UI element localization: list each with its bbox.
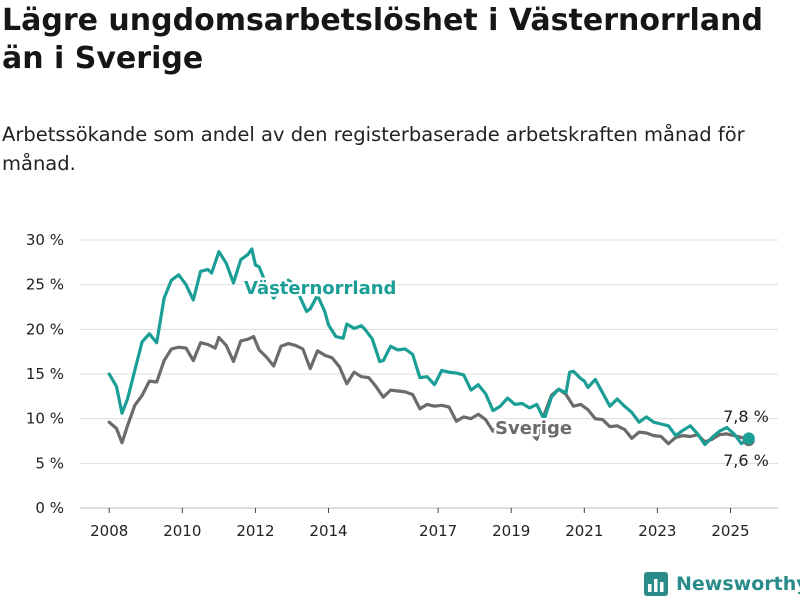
chart-title: Lägre ungdomsarbetslöshet i Västernorrla… [2, 3, 763, 76]
grid-lines [80, 239, 778, 509]
y-tick-label: 15 % [26, 365, 64, 383]
series-label-vasternorrland: Västernorrland [244, 278, 396, 299]
series-labels: Västernorrland Sverige 7,8 % 7,6 % [242, 276, 769, 471]
series-line-vasternorrland [107, 247, 751, 447]
y-tick-label: 25 % [26, 276, 64, 294]
x-tick-label: 2021 [565, 522, 603, 540]
y-tick-label: 20 % [26, 320, 64, 338]
x-tick-label: 2025 [711, 522, 749, 540]
x-tick-label: 2012 [236, 522, 274, 540]
y-tick-label: 30 % [26, 231, 64, 249]
end-label-sverige: 7,6 % [723, 451, 769, 470]
y-tick-label: 10 % [26, 410, 64, 428]
series-line-sverige [107, 334, 751, 446]
newsworthy-logo: Newsworthy [644, 570, 800, 598]
end-point-vasternorrland [742, 432, 755, 445]
brand-name: Newsworthy [676, 573, 800, 595]
x-tick-label: 2017 [419, 522, 457, 540]
series-lines [107, 247, 755, 447]
x-axis: 2008 2010 2012 2014 2017 2019 2021 2023 2025 [90, 508, 750, 540]
x-tick-label: 2014 [309, 522, 347, 540]
x-tick-label: 2010 [163, 522, 201, 540]
y-tick-label: 0 % [35, 499, 64, 517]
y-tick-label: 5 % [35, 454, 64, 472]
x-tick-label: 2023 [638, 522, 676, 540]
chart-subtitle: Arbetssökande som andel av den registerb… [2, 123, 745, 175]
y-axis: 0 % 5 % 10 % 15 % 20 % 25 % 30 % [26, 231, 64, 517]
series-label-sverige: Sverige [495, 418, 572, 439]
x-tick-label: 2019 [492, 522, 530, 540]
bar-chart-logo-icon [644, 572, 668, 596]
x-tick-label: 2008 [90, 522, 128, 540]
end-label-vasternorrland: 7,8 % [723, 407, 769, 426]
